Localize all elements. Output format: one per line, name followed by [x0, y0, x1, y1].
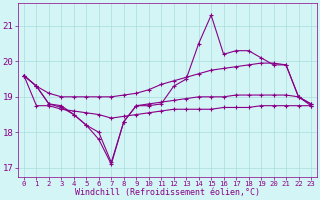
X-axis label: Windchill (Refroidissement éolien,°C): Windchill (Refroidissement éolien,°C): [75, 188, 260, 197]
